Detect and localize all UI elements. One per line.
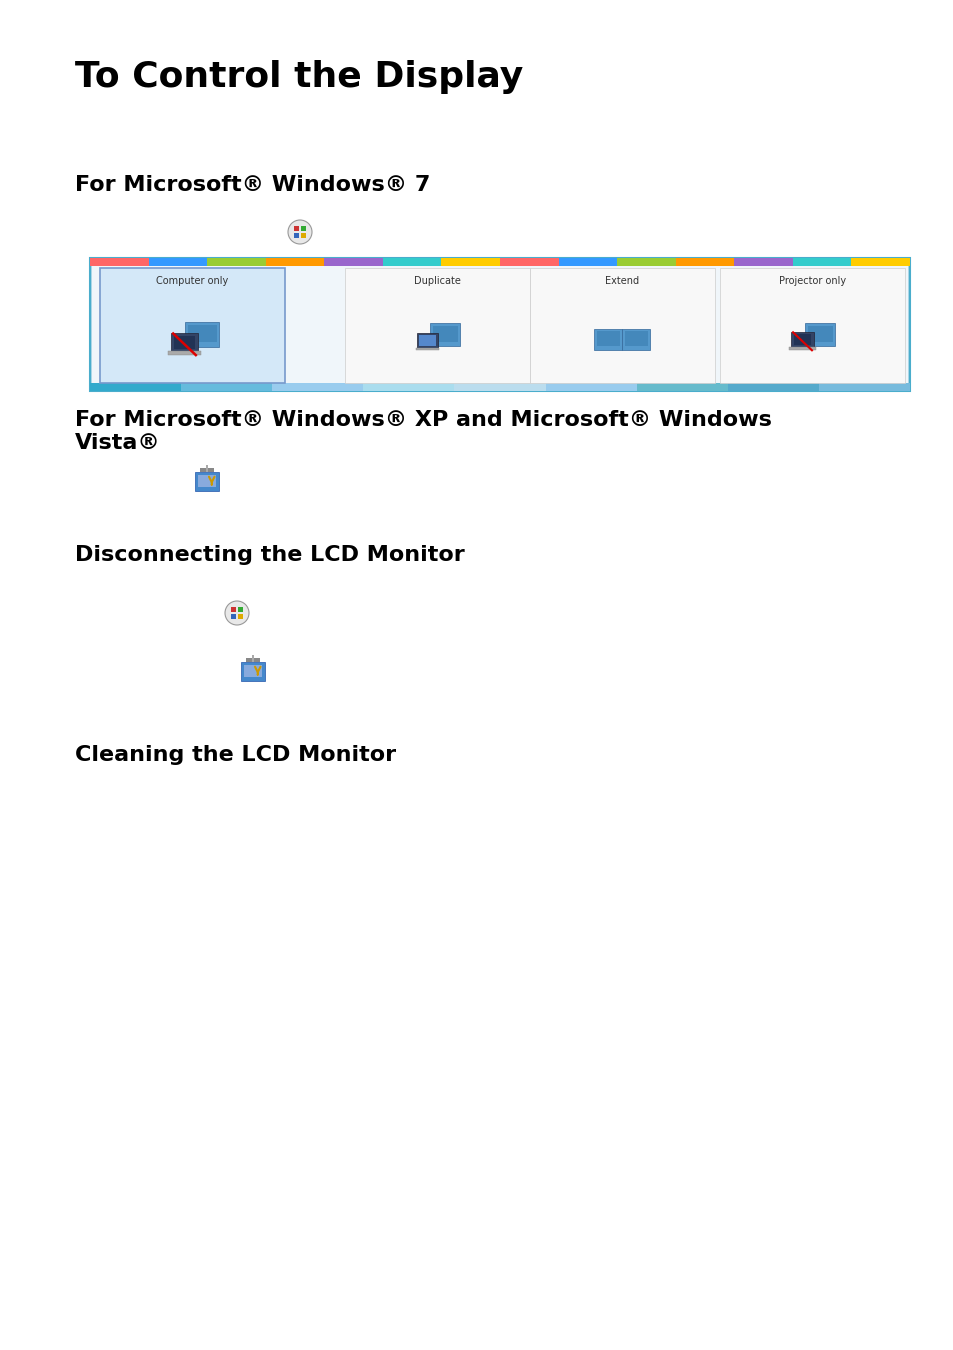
FancyBboxPatch shape	[197, 475, 216, 487]
FancyBboxPatch shape	[617, 258, 675, 266]
FancyBboxPatch shape	[430, 323, 460, 346]
Text: To Control the Display: To Control the Display	[75, 59, 522, 95]
FancyBboxPatch shape	[382, 258, 441, 266]
Text: For Microsoft® Windows® 7: For Microsoft® Windows® 7	[75, 176, 430, 194]
FancyBboxPatch shape	[675, 258, 734, 266]
FancyBboxPatch shape	[252, 655, 254, 663]
FancyBboxPatch shape	[294, 232, 299, 239]
FancyBboxPatch shape	[237, 606, 243, 613]
FancyBboxPatch shape	[266, 258, 324, 266]
FancyBboxPatch shape	[90, 258, 909, 392]
FancyBboxPatch shape	[300, 225, 306, 231]
FancyBboxPatch shape	[790, 332, 813, 347]
FancyBboxPatch shape	[804, 323, 835, 346]
FancyBboxPatch shape	[246, 659, 259, 663]
FancyBboxPatch shape	[185, 321, 219, 347]
FancyBboxPatch shape	[173, 336, 195, 348]
FancyBboxPatch shape	[241, 663, 265, 682]
Text: Disconnecting the LCD Monitor: Disconnecting the LCD Monitor	[75, 545, 464, 566]
FancyBboxPatch shape	[149, 258, 207, 266]
FancyBboxPatch shape	[850, 258, 909, 266]
FancyBboxPatch shape	[499, 258, 558, 266]
FancyBboxPatch shape	[272, 383, 363, 392]
FancyBboxPatch shape	[207, 258, 266, 266]
FancyBboxPatch shape	[90, 258, 149, 266]
FancyBboxPatch shape	[345, 269, 530, 383]
FancyBboxPatch shape	[294, 225, 299, 231]
FancyBboxPatch shape	[91, 266, 907, 383]
FancyBboxPatch shape	[788, 347, 815, 350]
FancyBboxPatch shape	[720, 269, 904, 383]
FancyBboxPatch shape	[168, 351, 200, 355]
FancyBboxPatch shape	[324, 258, 382, 266]
FancyBboxPatch shape	[171, 333, 198, 351]
FancyBboxPatch shape	[624, 331, 648, 346]
FancyBboxPatch shape	[597, 331, 619, 346]
FancyBboxPatch shape	[195, 472, 218, 491]
FancyBboxPatch shape	[90, 383, 181, 392]
FancyBboxPatch shape	[231, 614, 236, 620]
FancyBboxPatch shape	[545, 383, 636, 392]
FancyBboxPatch shape	[231, 606, 236, 613]
FancyBboxPatch shape	[100, 269, 285, 383]
Text: For Microsoft® Windows® XP and Microsoft® Windows
Vista®: For Microsoft® Windows® XP and Microsoft…	[75, 410, 771, 454]
FancyBboxPatch shape	[188, 324, 216, 343]
FancyBboxPatch shape	[622, 329, 650, 350]
FancyBboxPatch shape	[530, 269, 714, 383]
FancyBboxPatch shape	[416, 347, 438, 351]
FancyBboxPatch shape	[205, 464, 208, 472]
FancyBboxPatch shape	[200, 468, 213, 472]
Text: Extend: Extend	[605, 275, 639, 286]
FancyBboxPatch shape	[558, 258, 617, 266]
FancyBboxPatch shape	[416, 333, 437, 348]
FancyBboxPatch shape	[792, 258, 850, 266]
Circle shape	[288, 220, 312, 244]
FancyBboxPatch shape	[181, 383, 272, 392]
Text: Computer only: Computer only	[156, 275, 229, 286]
FancyBboxPatch shape	[727, 383, 818, 392]
FancyBboxPatch shape	[300, 232, 306, 239]
Text: Duplicate: Duplicate	[414, 275, 460, 286]
FancyBboxPatch shape	[793, 333, 811, 344]
FancyBboxPatch shape	[237, 614, 243, 620]
FancyBboxPatch shape	[419, 335, 436, 346]
FancyBboxPatch shape	[243, 666, 262, 678]
Circle shape	[225, 601, 249, 625]
Text: Projector only: Projector only	[778, 275, 845, 286]
FancyBboxPatch shape	[441, 258, 499, 266]
Text: Cleaning the LCD Monitor: Cleaning the LCD Monitor	[75, 745, 395, 765]
FancyBboxPatch shape	[636, 383, 727, 392]
FancyBboxPatch shape	[454, 383, 545, 392]
FancyBboxPatch shape	[734, 258, 792, 266]
FancyBboxPatch shape	[807, 325, 832, 342]
FancyBboxPatch shape	[363, 383, 454, 392]
FancyBboxPatch shape	[818, 383, 909, 392]
FancyBboxPatch shape	[433, 325, 457, 342]
FancyBboxPatch shape	[594, 329, 622, 350]
